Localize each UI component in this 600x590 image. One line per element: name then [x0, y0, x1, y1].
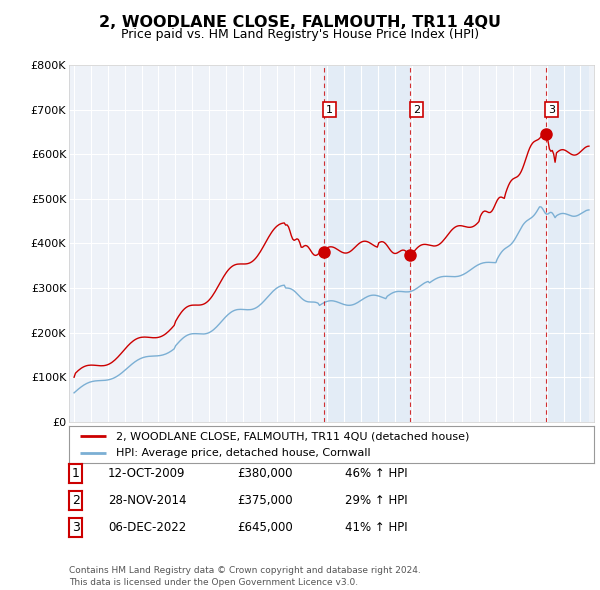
Text: 46% ↑ HPI: 46% ↑ HPI	[345, 467, 407, 480]
Text: 06-DEC-2022: 06-DEC-2022	[108, 521, 186, 534]
Text: £380,000: £380,000	[237, 467, 293, 480]
Text: Contains HM Land Registry data © Crown copyright and database right 2024.
This d: Contains HM Land Registry data © Crown c…	[69, 566, 421, 587]
Bar	[324, 65, 410, 422]
Text: 3: 3	[72, 521, 80, 534]
Text: 29% ↑ HPI: 29% ↑ HPI	[345, 494, 407, 507]
Text: £375,000: £375,000	[237, 494, 293, 507]
Text: 1: 1	[72, 467, 80, 480]
Text: £645,000: £645,000	[237, 521, 293, 534]
Text: 41% ↑ HPI: 41% ↑ HPI	[345, 521, 407, 534]
Text: Price paid vs. HM Land Registry's House Price Index (HPI): Price paid vs. HM Land Registry's House …	[121, 28, 479, 41]
Text: 12-OCT-2009: 12-OCT-2009	[108, 467, 185, 480]
Text: HPI: Average price, detached house, Cornwall: HPI: Average price, detached house, Corn…	[116, 448, 371, 458]
Text: 2: 2	[72, 494, 80, 507]
Text: 28-NOV-2014: 28-NOV-2014	[108, 494, 187, 507]
Bar	[545, 65, 589, 422]
Text: 2, WOODLANE CLOSE, FALMOUTH, TR11 4QU (detached house): 2, WOODLANE CLOSE, FALMOUTH, TR11 4QU (d…	[116, 431, 470, 441]
Text: 2, WOODLANE CLOSE, FALMOUTH, TR11 4QU: 2, WOODLANE CLOSE, FALMOUTH, TR11 4QU	[99, 15, 501, 30]
Text: 2: 2	[413, 104, 420, 114]
Text: 1: 1	[326, 104, 333, 114]
Text: 3: 3	[548, 104, 555, 114]
